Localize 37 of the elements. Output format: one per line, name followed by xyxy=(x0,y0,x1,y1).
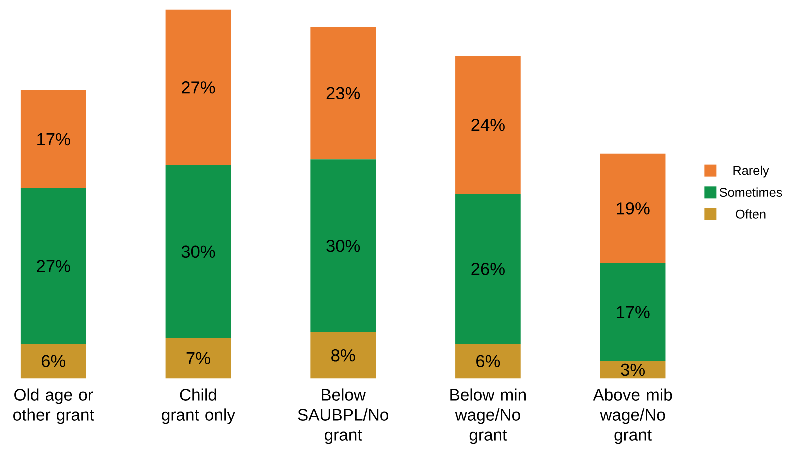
bar xyxy=(166,10,232,166)
bar xyxy=(456,194,521,344)
data-label: 30% xyxy=(182,246,216,258)
legend-label: Rarely xyxy=(734,166,770,178)
bar xyxy=(20,188,86,344)
x-tick-label: Below min wage/No grant xyxy=(450,388,526,444)
bar xyxy=(600,154,666,264)
data-label: 23% xyxy=(326,87,360,100)
data-label: 27% xyxy=(37,260,70,272)
bar xyxy=(20,344,86,379)
data-label: 17% xyxy=(38,133,70,146)
data-label: 19% xyxy=(617,202,650,215)
data-label: 27% xyxy=(182,82,216,94)
bar xyxy=(310,160,376,333)
data-label: 7% xyxy=(186,352,210,365)
legend-label: Sometimes xyxy=(720,188,782,198)
bar xyxy=(310,27,376,160)
bar xyxy=(600,263,666,362)
data-label: 6% xyxy=(42,355,66,368)
data-label: 26% xyxy=(472,263,505,276)
x-tick-label: Above mib wage/No grant xyxy=(593,388,672,444)
bar xyxy=(310,332,376,379)
bar xyxy=(166,338,232,379)
data-label: 3% xyxy=(621,364,645,376)
bar xyxy=(456,344,521,379)
x-tick-label: Child grant only xyxy=(162,388,236,424)
bar xyxy=(166,165,232,338)
data-label: 8% xyxy=(332,349,356,362)
data-label: 17% xyxy=(617,306,650,318)
x-tick-label: Old age or other grant xyxy=(14,388,94,424)
data-label: 24% xyxy=(472,118,505,132)
data-label: 30% xyxy=(326,240,360,252)
legend-label: Often xyxy=(736,210,766,219)
data-label: 6% xyxy=(476,355,500,368)
bar xyxy=(456,56,521,194)
bar xyxy=(20,90,86,188)
x-tick-label: Below SAUBPL/No grant xyxy=(298,388,388,444)
